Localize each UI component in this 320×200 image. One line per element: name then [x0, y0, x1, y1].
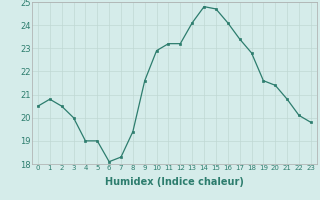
X-axis label: Humidex (Indice chaleur): Humidex (Indice chaleur) — [105, 177, 244, 187]
